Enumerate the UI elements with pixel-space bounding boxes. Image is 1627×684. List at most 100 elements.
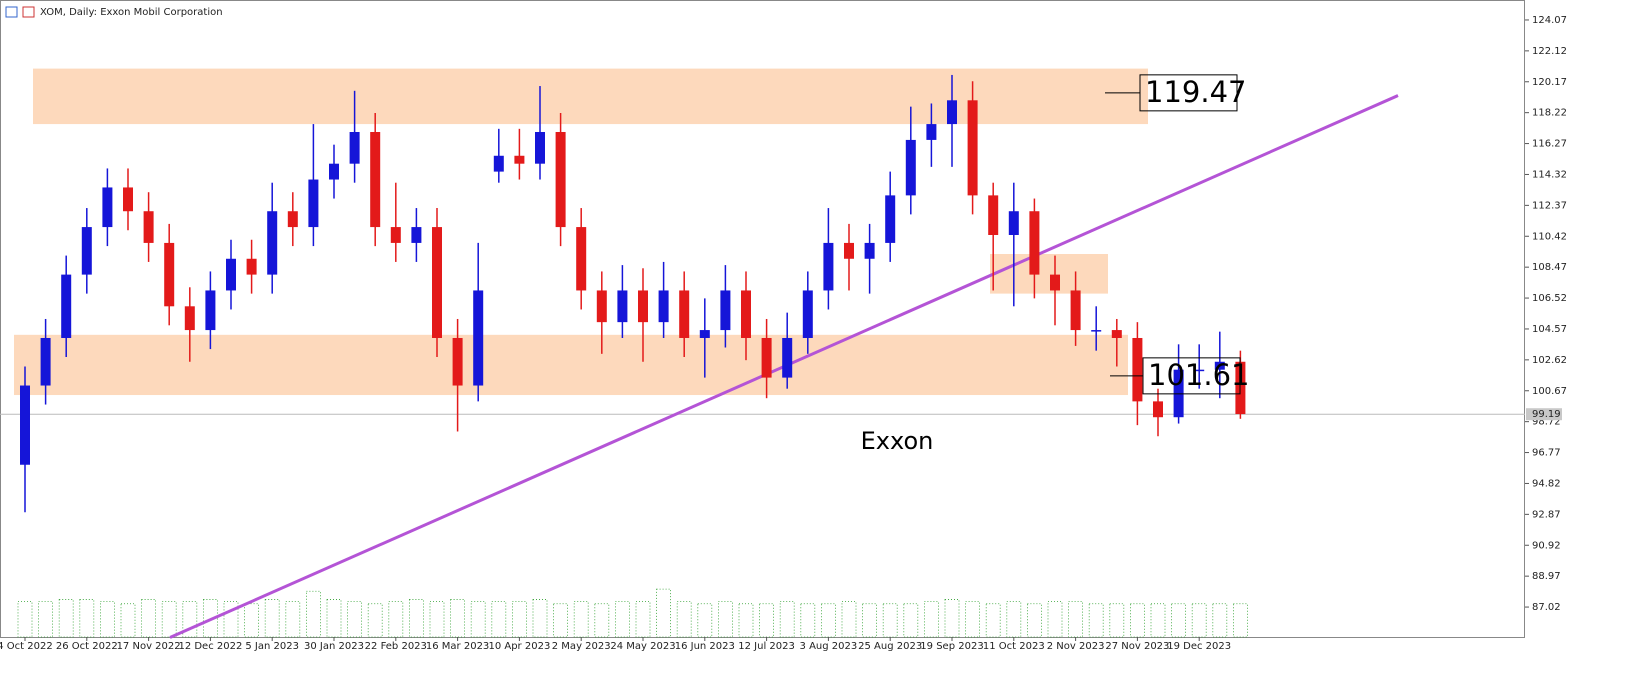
volume-bar (800, 603, 816, 638)
candle-body (1132, 337, 1143, 402)
candle-body (1194, 369, 1205, 372)
candle-body (782, 337, 793, 378)
volume-bar (738, 603, 754, 638)
volume-bar (305, 590, 321, 638)
volume-bar (264, 599, 280, 638)
candle-body (699, 330, 710, 338)
volume-bar (1088, 603, 1104, 638)
volume-bar (408, 599, 424, 638)
x-tick-label: 27 Nov 2023 (1105, 641, 1169, 652)
candle-body (20, 385, 30, 465)
volume-bar (285, 601, 301, 638)
candle-body (1050, 274, 1060, 291)
x-tick-label: 19 Sep 2023 (920, 641, 983, 652)
zone (33, 68, 1148, 125)
annotation: Exxon (861, 427, 934, 455)
volume-bar (573, 601, 589, 638)
volume-bar (1027, 603, 1042, 638)
volume-bar (532, 599, 548, 638)
volume-bar (656, 588, 671, 638)
candle-body (349, 131, 360, 164)
volume-bar (1006, 601, 1022, 638)
y-tick-label: 110.42 (1532, 231, 1567, 242)
volume-bar (594, 603, 610, 638)
y-tick-label: 92.87 (1532, 509, 1561, 520)
volume-bar (347, 601, 363, 638)
volume-bar (367, 603, 383, 638)
y-tick-label: 112.37 (1532, 200, 1567, 211)
x-tick-label: 12 Jul 2023 (738, 641, 795, 652)
candle-body (1070, 290, 1081, 331)
candle-body (885, 195, 896, 243)
candle-body (535, 131, 545, 164)
candle-body (102, 187, 113, 228)
x-tick-label: 26 Oct 2022 (56, 641, 118, 652)
candle-body (411, 227, 422, 243)
volume-bar (615, 601, 630, 638)
volume-bar (79, 599, 95, 638)
x-tick-label: 16 Mar 2023 (426, 641, 489, 652)
candle-body (184, 306, 195, 331)
volume-bar (100, 601, 115, 638)
x-tick-label: 25 Aug 2023 (858, 641, 922, 652)
x-tick-label: 19 Dec 2023 (1167, 641, 1231, 652)
volume-bar (202, 599, 218, 638)
volume-bar (429, 601, 445, 638)
volume-bar (635, 601, 651, 638)
volume-bar (1171, 603, 1186, 638)
y-tick-label: 87.02 (1532, 602, 1561, 613)
y-tick-label: 108.47 (1532, 262, 1567, 273)
volume-bar (182, 601, 198, 638)
candle-body (864, 242, 875, 259)
candle-body (40, 337, 51, 386)
y-tick-label: 118.22 (1532, 108, 1567, 119)
volume-bar (388, 601, 404, 638)
x-tick-label: 12 Dec 2022 (178, 641, 242, 652)
candle-body (329, 163, 339, 180)
volume-bar (1047, 601, 1063, 638)
candle-body (1091, 330, 1102, 332)
candle-body (452, 337, 463, 386)
last-price-box (1526, 408, 1562, 421)
price-label-box (1139, 74, 1238, 112)
x-tick-label: 5 Jan 2023 (245, 641, 299, 652)
candle-body (844, 242, 854, 259)
volume-bar (450, 599, 466, 638)
volume-bar (223, 601, 239, 638)
candle-body (905, 139, 916, 196)
candle-body (1008, 211, 1019, 235)
volume-bar (862, 603, 877, 638)
candle-body (967, 100, 978, 196)
candle-body (370, 131, 381, 228)
volume-bar (141, 599, 157, 638)
candle-body (1214, 361, 1225, 370)
candle-body (802, 290, 813, 338)
candle-body (988, 195, 999, 235)
candle-body (205, 290, 216, 331)
volume-bar (1233, 603, 1248, 638)
volume-bar (965, 601, 980, 638)
candle-body (658, 290, 669, 323)
candle-body (679, 290, 690, 338)
volume-bar (470, 601, 486, 638)
x-tick-label: 2 Nov 2023 (1047, 641, 1105, 652)
y-tick-label: 116.27 (1532, 139, 1567, 150)
candle-body (617, 290, 628, 323)
x-tick-label: 10 Apr 2023 (488, 641, 550, 652)
x-tick-label: 4 Oct 2022 (0, 641, 53, 652)
volume-bar (779, 601, 795, 638)
volume-bar (512, 601, 527, 638)
candle-body (143, 211, 154, 243)
volume-bar (1212, 603, 1228, 638)
candle-body (741, 290, 751, 338)
candle-body (947, 100, 957, 125)
candle-body (555, 131, 566, 228)
candle-body (432, 227, 442, 338)
x-tick-label: 11 Oct 2023 (983, 641, 1045, 652)
chart-title: XOM, Daily: Exxon Mobil Corporation (40, 7, 223, 18)
price-label: 119.47 (1145, 75, 1246, 109)
x-tick-label: 24 May 2023 (610, 641, 675, 652)
candle-body (596, 290, 607, 323)
candle-body (81, 227, 92, 275)
candle-body (576, 227, 587, 291)
